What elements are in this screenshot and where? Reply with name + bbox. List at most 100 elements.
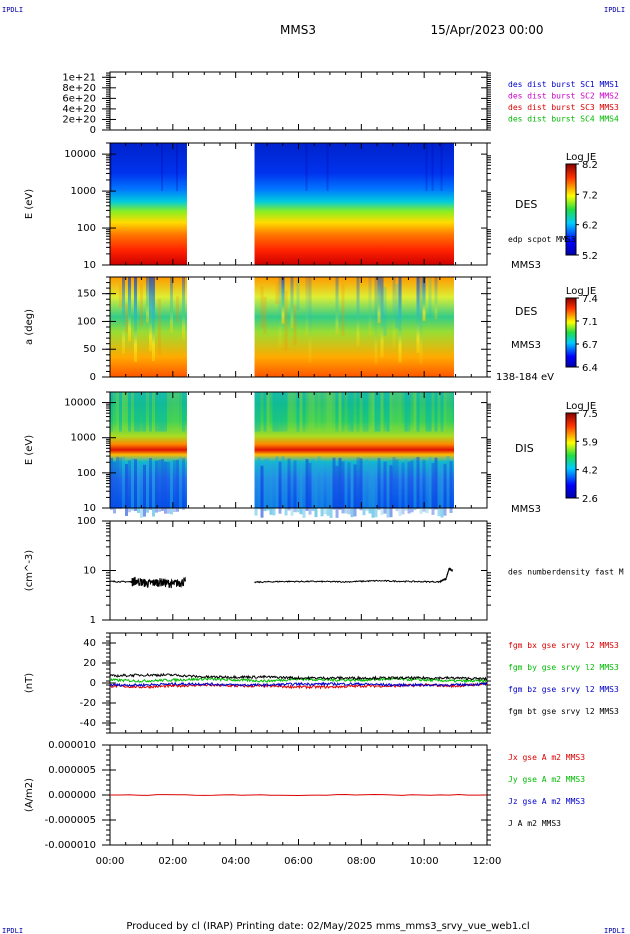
panel-current-legend-entry: Jy gse A m2 MMS3 xyxy=(508,775,585,784)
panel-dis_energy-stripe xyxy=(308,392,312,432)
panel-dis_energy-stripe xyxy=(368,392,372,432)
panel-dis_energy-stripe xyxy=(164,461,167,514)
panel-dis_energy-stripe xyxy=(302,465,306,518)
panel-dis_energy-stripe xyxy=(128,392,131,432)
panel-des_pitch-stripe xyxy=(428,277,432,317)
panel-dis_energy-stripe xyxy=(323,462,327,515)
panel-des_pitch-ylabel: a (deg) xyxy=(24,309,35,345)
time-tick-label: 00:00 xyxy=(96,856,125,867)
panel-dis_energy-stripe xyxy=(146,460,149,513)
panel-dis_energy-stripe xyxy=(272,463,276,516)
panel-des_pitch-stripe xyxy=(383,286,387,336)
panel-dis_energy-stripe xyxy=(395,392,399,432)
panel-dis_energy-side-label: MMS3 xyxy=(511,504,541,515)
panel-des_pitch-stripe xyxy=(281,277,285,324)
panel-des_energy-stripe xyxy=(110,143,112,192)
panel-dis_energy-stripe xyxy=(284,392,288,432)
panel-dis_energy-stripe xyxy=(410,392,414,432)
panel-dis_energy-stripe xyxy=(383,461,387,514)
panel-dis_energy-stripe xyxy=(266,392,270,432)
logo-left: IPDLI xyxy=(2,6,23,14)
panel-des_energy-stripe xyxy=(440,143,443,192)
panel-magnetic_field-legend-entry: fgm bx gse srvy l2 MMS3 xyxy=(508,641,619,650)
panel-des_pitch-stripe xyxy=(398,277,402,363)
panel-magnetic_field-ytick-label: -40 xyxy=(80,718,96,729)
panel-des_pitch-stripe xyxy=(275,281,279,305)
panel-dis_energy-stripe xyxy=(287,458,291,511)
panel-dis_energy-stripe xyxy=(293,460,297,513)
panel-des_energy-side-label: DES xyxy=(515,198,537,211)
panel-dis_energy-stripe xyxy=(167,461,170,514)
panel-dis_energy-stripe xyxy=(377,392,381,432)
panel-dis_energy-stripe xyxy=(146,392,149,432)
panel-dis_energy-ytick-label: 10 xyxy=(83,503,96,514)
panel-des_energy-stripe xyxy=(431,143,434,192)
panel-dis_energy-stripe xyxy=(257,392,261,432)
panel-dis_energy-stripe xyxy=(443,463,447,516)
panel-dis_energy-stripe xyxy=(158,392,161,432)
panel-des_pitch-stripe xyxy=(374,277,378,365)
panel-dis_energy-stripe xyxy=(110,392,113,432)
panel-des_pitch-stripe xyxy=(122,277,125,355)
panel-magnetic_field-legend-entry: fgm bt gse srvy l2 MMS3 xyxy=(508,707,619,716)
panel-dis_energy-stripe xyxy=(137,461,140,513)
panel-dis_energy-stripe xyxy=(320,464,324,517)
panel-dis_energy-stripe xyxy=(359,392,363,432)
panel-dis_energy-stripe xyxy=(332,457,336,510)
panel-dis_energy-stripe xyxy=(323,392,327,432)
panel-dis_energy-stripe xyxy=(347,392,351,432)
panel-dis_energy-stripe xyxy=(269,392,273,432)
panel-magnetic_field-ytick-label: 0 xyxy=(90,678,96,689)
panel-dis_energy-colorbar-title: Log JE xyxy=(566,401,596,412)
panel-density-legend-entry: des numberdensity fast M xyxy=(508,568,624,577)
panel-dis_energy-stripe xyxy=(125,464,128,516)
panel-dis_energy-stripe xyxy=(344,461,348,514)
panel-dis_energy-stripe xyxy=(395,459,399,512)
panel-dis_energy-stripe xyxy=(431,463,435,515)
panel-des_energy-ytick-label: 100 xyxy=(77,223,96,234)
panel-dis_energy-stripe xyxy=(149,458,152,510)
panel-dis_energy-stripe xyxy=(353,392,357,432)
panel-dis_energy-stripe xyxy=(380,463,384,515)
panel-dis_energy-stripe xyxy=(356,392,360,432)
panel-dis_energy-stripe xyxy=(140,465,143,518)
panel-dis_energy-stripe xyxy=(341,392,345,432)
panel-dis_energy-stripe xyxy=(425,461,429,514)
panel-des_pitch-stripe xyxy=(290,277,294,329)
panel-current-ytick-label: -0.000010 xyxy=(45,840,96,851)
panel-dis_energy-stripe xyxy=(392,392,396,432)
panel-des_energy-ytick-label: 10000 xyxy=(64,149,96,160)
panel-dis_energy-stripe xyxy=(161,392,164,432)
panel-burst-legend-entry: des dist burst SC4 MMS4 xyxy=(508,115,619,124)
panel-des_pitch-colorbar-label: 7.4 xyxy=(582,294,598,305)
panel-des_pitch-colorbar-label: 6.4 xyxy=(582,363,598,374)
panel-dis_energy-stripe xyxy=(164,392,167,432)
panel-density-ytick-label: 1 xyxy=(90,615,96,626)
panel-des_pitch-side-label: MMS3 xyxy=(511,340,541,351)
panel-dis_energy-ytick-label: 10000 xyxy=(64,398,96,409)
panel-des_pitch-ytick-label: 0 xyxy=(90,372,96,383)
panel-dis_energy-stripe xyxy=(182,458,185,511)
panel-dis_energy-colorbar-label: 5.9 xyxy=(582,437,598,448)
panel-magnetic_field-legend-entry: fgm bz gse srvy l2 MMS3 xyxy=(508,685,619,694)
panel-magnetic_field-legend-entry: fgm by gse srvy l2 MMS3 xyxy=(508,663,619,672)
panel-dis_energy-stripe xyxy=(356,457,360,510)
panel-des_pitch-stripe xyxy=(341,284,345,337)
panel-des_pitch-stripe xyxy=(395,283,399,329)
panel-dis_energy-stripe xyxy=(260,392,264,432)
panel-magnetic_field-ytick-label: 40 xyxy=(83,638,96,649)
panel-dis_energy-stripe xyxy=(134,392,137,432)
panel-dis_energy-stripe xyxy=(155,392,158,432)
panel-dis_energy-stripe xyxy=(152,392,155,432)
panel-burst-legend-entry: des dist burst SC3 MMS3 xyxy=(508,103,619,112)
logo-right: IPDLI xyxy=(604,6,625,14)
time-tick-label: 12:00 xyxy=(473,856,502,867)
panel-des_energy-side-label: MMS3 xyxy=(511,260,541,271)
panel-dis_energy-stripe xyxy=(431,392,435,432)
panel-dis_energy-stripe xyxy=(287,392,291,432)
panel-des_energy-stripe xyxy=(305,143,308,192)
panel-dis_energy-ytick-label: 1000 xyxy=(71,433,96,444)
footer-text: Produced by cl (IRAP) Printing date: 02/… xyxy=(126,921,529,932)
panel-dis_energy-stripe xyxy=(446,392,450,432)
panel-des_pitch-stripe xyxy=(128,277,131,342)
